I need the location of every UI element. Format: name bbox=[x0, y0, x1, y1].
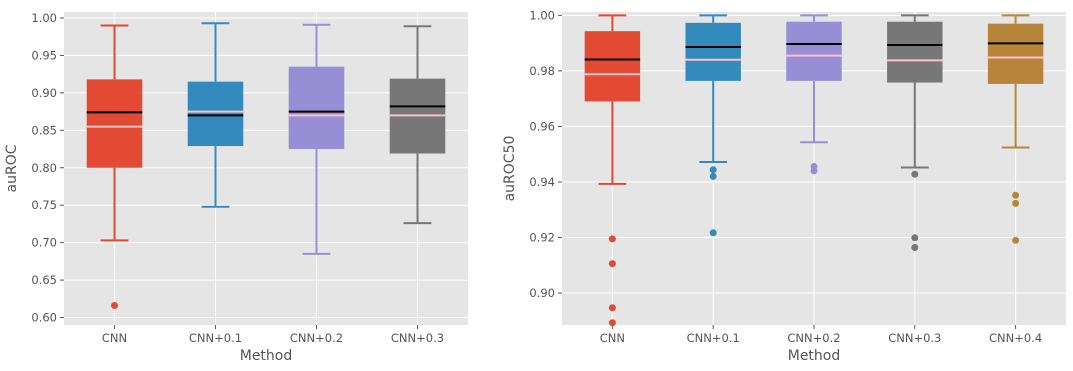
box-cnn-0-2 bbox=[786, 14, 842, 175]
x-axis-label: Method bbox=[240, 348, 293, 364]
outlier-point bbox=[111, 302, 118, 310]
y-tick-label: 0.95 bbox=[31, 48, 57, 62]
y-tick-label: 0.80 bbox=[31, 161, 57, 175]
chart-panel-1: 0.60 0.65 0.70 0.75 0.80 0.85 0.90 0.95 1.00 CNN C… bbox=[4, 11, 468, 364]
y-tick-label: 1.00 bbox=[529, 8, 555, 22]
box-body bbox=[86, 79, 143, 168]
x-tick-label: CNN+0.2 bbox=[290, 331, 343, 345]
y-tick-label: 0.90 bbox=[529, 286, 555, 300]
x-tick-label: CNN+0.4 bbox=[989, 331, 1042, 345]
outlier-point bbox=[810, 167, 818, 175]
box-body bbox=[786, 21, 842, 81]
box-cnn-0-3 bbox=[389, 25, 446, 225]
box-body bbox=[987, 23, 1044, 84]
box-cnn-0-1 bbox=[685, 14, 741, 237]
outlier-point bbox=[608, 304, 616, 312]
outlier-point bbox=[608, 319, 616, 327]
box-body bbox=[288, 66, 345, 150]
y-tick-label: 0.92 bbox=[529, 231, 555, 245]
box-body bbox=[187, 81, 244, 147]
x-tick-label: CNN+0.1 bbox=[189, 331, 242, 345]
outlier-point bbox=[911, 170, 919, 178]
outlier-point bbox=[608, 235, 616, 243]
x-axis-label: Method bbox=[788, 348, 841, 364]
box-cnn bbox=[584, 14, 641, 327]
outlier-point bbox=[1012, 199, 1020, 207]
y-axis-label: auROC50 bbox=[502, 136, 518, 202]
outlier-point bbox=[709, 229, 717, 237]
x-tick-label: CNN bbox=[102, 331, 127, 345]
box-cnn-0-3 bbox=[887, 14, 943, 252]
y-tick-label: 0.96 bbox=[529, 119, 555, 133]
y-tick-label: 0.65 bbox=[31, 273, 57, 287]
outlier-point bbox=[608, 260, 616, 268]
y-tick-label: 0.60 bbox=[31, 311, 57, 325]
outlier-point bbox=[1012, 191, 1020, 199]
y-tick-label: 0.75 bbox=[31, 198, 57, 212]
y-tick-label: 0.94 bbox=[529, 175, 555, 189]
outlier-point bbox=[911, 244, 919, 252]
chart-panel-2: 0.90 0.92 0.94 0.96 0.98 1.00 CNN CNN+0.1 CNN+0.… bbox=[502, 8, 1066, 364]
y-tick-label: 0.98 bbox=[529, 64, 555, 78]
y-tick-label: 0.90 bbox=[31, 86, 57, 100]
outlier-point bbox=[1012, 236, 1020, 244]
x-tick-label: CNN+0.3 bbox=[391, 331, 444, 345]
x-tick-label: CNN+0.2 bbox=[787, 331, 840, 345]
box-body bbox=[887, 21, 943, 83]
box-cnn-0-4 bbox=[987, 14, 1044, 244]
outlier-point bbox=[709, 166, 717, 174]
plot-area bbox=[64, 12, 468, 325]
y-tick-label: 1.00 bbox=[31, 11, 57, 25]
box-cnn-0-1 bbox=[187, 22, 244, 208]
outlier-point bbox=[709, 172, 717, 180]
box-cnn-0-2 bbox=[288, 23, 345, 255]
outlier-point bbox=[911, 234, 919, 242]
x-tick-label: CNN+0.1 bbox=[687, 331, 740, 345]
box-body bbox=[685, 22, 741, 81]
x-tick-label: CNN bbox=[600, 331, 625, 345]
box-body bbox=[584, 31, 641, 102]
y-axis-label: auROC bbox=[4, 144, 20, 192]
x-tick-label: CNN+0.3 bbox=[888, 331, 941, 345]
y-tick-label: 0.70 bbox=[31, 236, 57, 250]
y-tick-label: 0.85 bbox=[31, 123, 57, 137]
box-cnn bbox=[86, 24, 143, 310]
